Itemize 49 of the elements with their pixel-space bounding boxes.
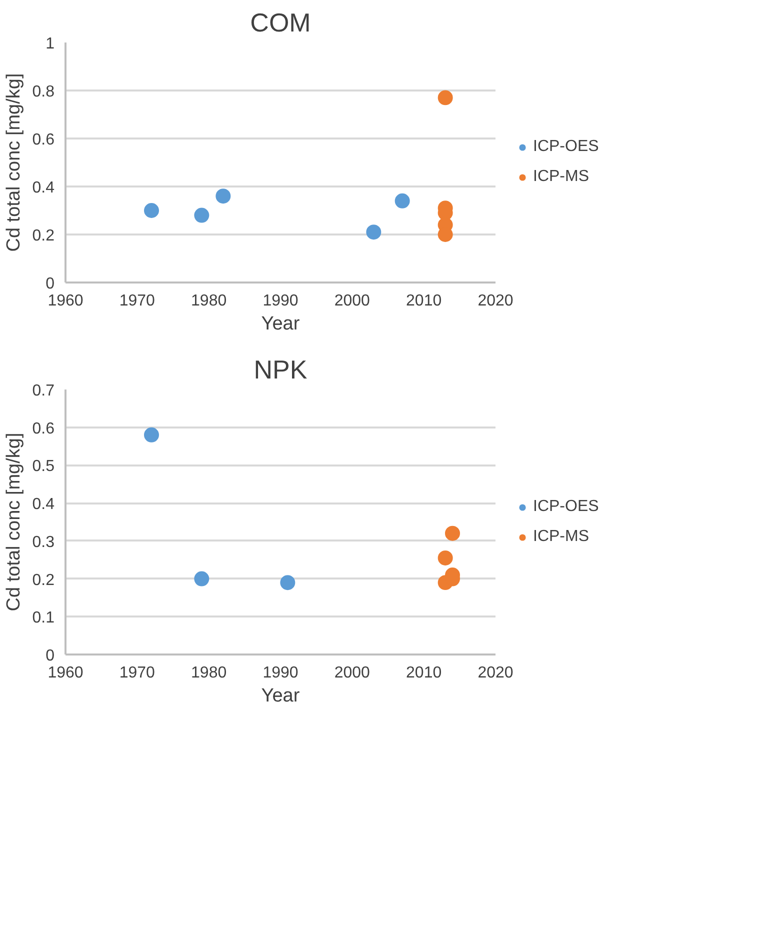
point	[366, 224, 382, 240]
y-tick-label: 0.6	[32, 420, 55, 438]
x-axis-title: Year	[261, 314, 300, 334]
y-tick-label: 0.6	[32, 132, 55, 148]
point	[144, 427, 159, 442]
y-tick-label: 0.7	[32, 382, 55, 400]
y-tick-label: 0.2	[32, 572, 55, 589]
x-tick-label: 2010	[406, 664, 442, 682]
x-tick-label: 2020	[478, 292, 514, 310]
x-tick-label: 1980	[191, 664, 227, 682]
point	[438, 550, 453, 566]
y-tick-label: 0.1	[32, 610, 55, 627]
chart-title: COM	[250, 8, 311, 38]
y-tick-label: 0.3	[32, 534, 55, 551]
point	[194, 571, 210, 586]
x-tick-label: 2010	[406, 292, 442, 310]
legend-label: ICP-MS	[533, 168, 589, 186]
legend-label: ICP-OES	[533, 138, 599, 156]
x-tick-label: 1970	[119, 664, 156, 682]
y-axis-title: Cd total conc [mg/kg]	[3, 432, 24, 612]
y-tick-label: 0.8	[32, 84, 55, 100]
point	[394, 193, 410, 208]
y-tick-label: 0.5	[32, 458, 55, 476]
x-tick-label: 1960	[48, 664, 84, 682]
y-axis-title: Cd total conc [mg/kg]	[3, 73, 24, 252]
point	[280, 575, 296, 590]
x-tick-label: 1990	[262, 664, 298, 682]
legend-label: ICP-OES	[533, 498, 599, 516]
y-tick-label: 0.4	[32, 496, 55, 514]
x-tick-label: 2000	[334, 292, 370, 310]
x-axis-title: Year	[261, 686, 300, 706]
y-tick-label: 0	[46, 276, 55, 292]
x-tick-label: 1970	[119, 292, 156, 310]
x-tick-label: 1990	[262, 292, 298, 310]
point	[194, 208, 210, 223]
x-tick-label: 1980	[191, 292, 227, 310]
chart-title: NPK	[254, 354, 308, 384]
x-tick-label: 2020	[478, 664, 514, 682]
legend-label: ICP-MS	[533, 528, 589, 546]
y-tick-label: 0	[46, 648, 55, 664]
y-tick-label: 0.4	[32, 180, 55, 196]
point	[144, 203, 159, 218]
y-tick-label: 0.2	[32, 228, 55, 244]
point	[445, 526, 460, 541]
y-tick-label: 1	[46, 36, 55, 52]
point	[438, 90, 453, 106]
point	[216, 188, 231, 204]
x-tick-label: 2000	[334, 664, 370, 682]
x-tick-label: 1960	[48, 292, 84, 310]
